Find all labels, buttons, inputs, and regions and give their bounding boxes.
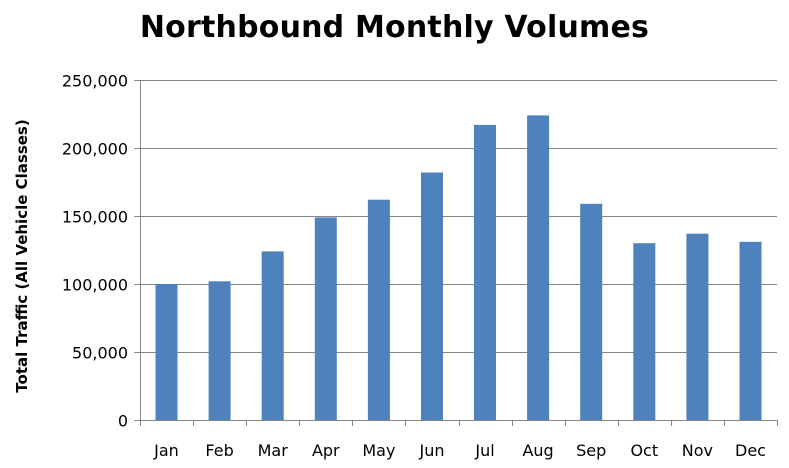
bar-jul xyxy=(474,124,496,421)
x-tick-label: Feb xyxy=(205,441,233,460)
x-tick-label: Sep xyxy=(576,441,606,460)
bars xyxy=(155,115,762,421)
bar-jan xyxy=(155,284,178,420)
chart-title: Northbound Monthly Volumes xyxy=(139,10,650,45)
y-tick-label: 250,000 xyxy=(62,72,128,91)
x-tick-label: Nov xyxy=(682,441,713,460)
y-tick-label: 100,000 xyxy=(62,276,128,295)
bar-may xyxy=(367,199,390,420)
bar-sep xyxy=(580,203,603,420)
bar-apr xyxy=(314,217,337,420)
x-tick-label: Jan xyxy=(153,441,179,460)
y-axis-title: Total Traffic (All Vehicle Classes) xyxy=(13,119,31,392)
x-tick-label: May xyxy=(362,441,395,460)
bar-jun xyxy=(421,172,443,420)
bar-nov xyxy=(686,233,709,420)
x-tick-label: Jun xyxy=(419,441,445,460)
x-tick-label: Mar xyxy=(258,441,289,460)
bar-oct xyxy=(633,243,656,420)
tick-labels: 0 50,000 100,000 150,000 200,000 250,000 Jan Fe… xyxy=(62,72,766,461)
x-tick-label: Apr xyxy=(312,441,340,460)
y-tick-label: 50,000 xyxy=(72,344,128,363)
bar-mar xyxy=(261,251,284,420)
y-tick-label: 150,000 xyxy=(62,208,128,227)
bar-feb xyxy=(208,281,231,420)
x-tick-label: Oct xyxy=(630,441,658,460)
x-tick-label: Aug xyxy=(522,441,553,460)
bar-aug xyxy=(527,115,550,421)
axes xyxy=(134,80,778,426)
y-tick-label: 200,000 xyxy=(62,140,128,159)
gridlines xyxy=(140,80,777,353)
x-tick-label: Dec xyxy=(735,441,766,460)
x-tick-label: Jul xyxy=(474,441,494,460)
bar-dec xyxy=(739,241,762,420)
y-tick-label: 0 xyxy=(118,412,128,431)
